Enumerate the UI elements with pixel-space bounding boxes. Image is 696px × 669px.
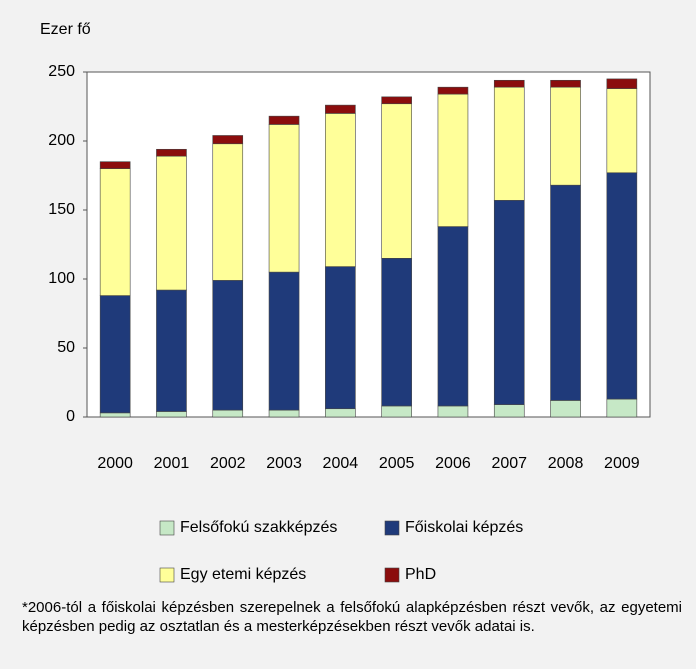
bar-segment xyxy=(437,405,469,418)
y-axis-label: Ezer fő xyxy=(40,21,91,38)
bar-segment xyxy=(437,86,469,95)
bar-segment xyxy=(550,79,581,88)
bar-segment xyxy=(550,86,581,186)
bar-segment xyxy=(325,266,356,410)
legend-label: Felsőfokú szakképzés xyxy=(180,519,337,536)
bar-segment xyxy=(99,161,131,169)
x-tick-label: 2000 xyxy=(97,455,133,472)
legend-label: Egy etemi képzés xyxy=(180,566,306,583)
x-tick-label: 2004 xyxy=(323,455,359,472)
bar-segment xyxy=(493,200,525,405)
bar-segment xyxy=(325,113,356,267)
y-tick-label: 0 xyxy=(66,408,75,425)
bar-segment xyxy=(156,411,187,418)
bar-segment xyxy=(437,93,469,227)
bar-segment xyxy=(606,398,638,418)
legend-swatch xyxy=(159,520,175,536)
bar-segment xyxy=(606,172,638,400)
bar-segment xyxy=(99,412,131,418)
x-tick-label: 2002 xyxy=(210,455,246,472)
bar-segment xyxy=(268,271,300,411)
bar-segment xyxy=(212,143,244,281)
y-tick-label: 200 xyxy=(48,132,75,149)
x-tick-label: 2006 xyxy=(435,455,471,472)
bar-segment xyxy=(212,135,244,145)
chart: Ezer fő 0 50 100 150 200 250 2000 2001 2002 2003 2… xyxy=(40,21,651,583)
bar-segment xyxy=(99,295,131,414)
bar-segment xyxy=(381,405,412,418)
bar-segment xyxy=(550,400,581,418)
x-tick-label: 2001 xyxy=(154,455,190,472)
bar-segment xyxy=(268,124,300,273)
x-tick-label: 2009 xyxy=(604,455,640,472)
x-tick-label: 2008 xyxy=(548,455,584,472)
y-tick-label: 100 xyxy=(48,270,75,287)
y-tick-label: 50 xyxy=(57,339,75,356)
footnote: *2006-tól a főiskolai képzésben szerepel… xyxy=(22,599,682,635)
x-tick-label: 2007 xyxy=(491,455,527,472)
bar-segment xyxy=(325,104,356,114)
y-tick-label: 250 xyxy=(48,63,75,80)
bar-segment xyxy=(156,289,187,412)
bar-segment xyxy=(212,409,244,418)
bar-segment xyxy=(156,148,187,157)
bar-segment xyxy=(381,257,412,407)
bar-segment xyxy=(606,88,638,174)
bar-segment xyxy=(381,96,412,105)
bar-segment xyxy=(550,184,581,401)
bar-segment xyxy=(325,408,356,418)
bar-segment xyxy=(381,103,412,259)
bar-segment xyxy=(212,280,244,411)
bar-segment xyxy=(437,226,469,407)
bar-segment xyxy=(156,155,187,291)
bar-segment xyxy=(268,115,300,125)
bar-segment xyxy=(493,404,525,418)
legend-label: Főiskolai képzés xyxy=(405,519,523,536)
x-tick-label: 2005 xyxy=(379,455,415,472)
x-tick-label: 2003 xyxy=(266,455,302,472)
bar-segment xyxy=(99,168,131,296)
bar-segment xyxy=(493,79,525,88)
bar-segment xyxy=(606,78,638,89)
y-tick-label: 150 xyxy=(48,201,75,218)
bar-segment xyxy=(268,409,300,418)
legend-swatch xyxy=(384,567,400,583)
bar-segment xyxy=(493,86,525,201)
legend-label: PhD xyxy=(405,566,436,583)
legend-swatch xyxy=(384,520,400,536)
legend-swatch xyxy=(159,567,175,583)
